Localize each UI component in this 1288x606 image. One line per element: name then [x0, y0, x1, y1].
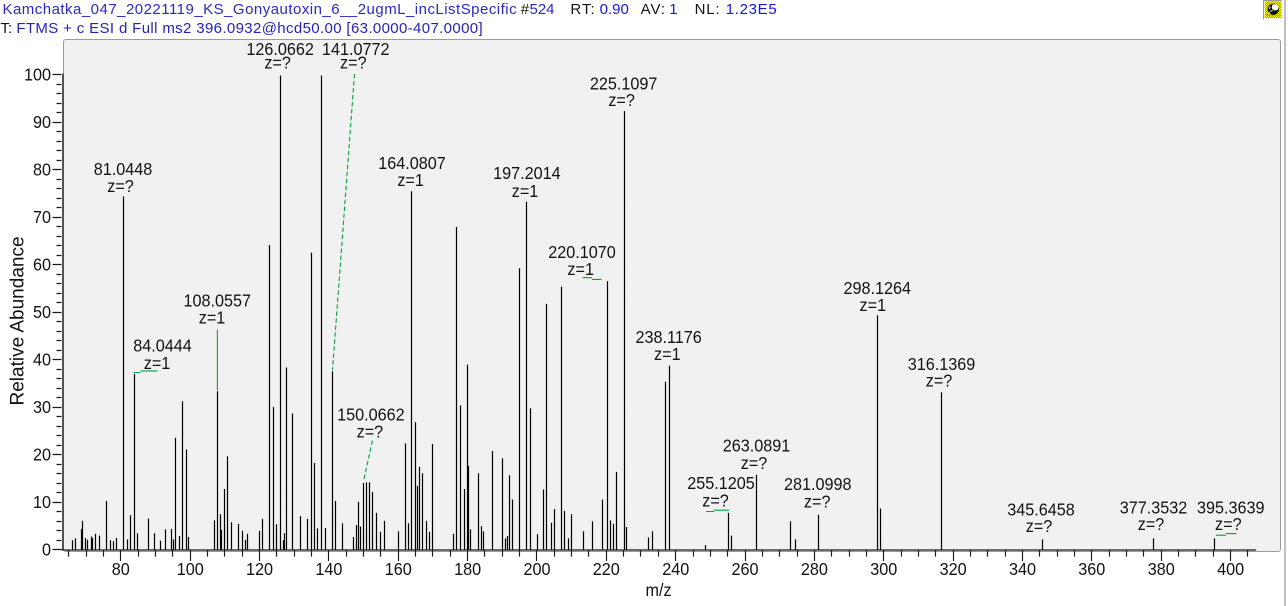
svg-text:z=1: z=1	[860, 295, 887, 315]
svg-text:340: 340	[1009, 559, 1036, 579]
svg-text:380: 380	[1148, 559, 1175, 579]
svg-text:120: 120	[246, 559, 273, 579]
svg-text:m/z: m/z	[645, 580, 671, 600]
svg-text:60: 60	[33, 255, 51, 275]
svg-text:400: 400	[1217, 559, 1244, 579]
svg-text:220.1070: 220.1070	[548, 242, 616, 262]
svg-text:z=?: z=?	[804, 492, 831, 512]
svg-text:150.0662: 150.0662	[337, 405, 405, 425]
svg-text:238.1176: 238.1176	[635, 327, 701, 347]
svg-text:z=?: z=?	[1138, 514, 1165, 534]
svg-text:50: 50	[33, 302, 51, 322]
svg-text:395.3639: 395.3639	[1197, 498, 1265, 518]
svg-text:z=1: z=1	[654, 344, 681, 364]
svg-text:345.6458: 345.6458	[1007, 500, 1075, 520]
svg-text:160: 160	[385, 559, 412, 579]
svg-text:180: 180	[454, 559, 481, 579]
svg-text:z=?: z=?	[702, 491, 729, 511]
svg-text:z=1: z=1	[144, 353, 171, 373]
svg-text:90: 90	[33, 112, 51, 132]
svg-text:84.0444: 84.0444	[133, 336, 192, 356]
svg-text:316.1369: 316.1369	[908, 354, 976, 374]
svg-text:300: 300	[870, 559, 897, 579]
svg-text:z=?: z=?	[1026, 516, 1053, 536]
svg-text:320: 320	[940, 559, 967, 579]
svg-text:377.3532: 377.3532	[1120, 498, 1188, 518]
svg-text:281.0998: 281.0998	[784, 474, 852, 494]
svg-text:z=1: z=1	[199, 308, 226, 328]
svg-text:240: 240	[662, 559, 689, 579]
svg-text:80: 80	[33, 160, 51, 180]
svg-text:126.0662: 126.0662	[246, 39, 314, 59]
svg-text:255.1205: 255.1205	[687, 473, 755, 493]
svg-text:z=?: z=?	[264, 53, 291, 73]
svg-text:z=?: z=?	[741, 453, 768, 473]
svg-text:263.0891: 263.0891	[723, 436, 791, 456]
svg-text:225.1097: 225.1097	[590, 74, 658, 94]
svg-text:298.1264: 298.1264	[844, 278, 912, 298]
svg-text:z=?: z=?	[340, 53, 367, 73]
svg-text:200: 200	[523, 559, 550, 579]
svg-text:10: 10	[33, 492, 51, 512]
svg-text:z=?: z=?	[107, 176, 134, 196]
svg-text:280: 280	[801, 559, 828, 579]
svg-text:0: 0	[42, 540, 51, 560]
svg-text:164.0807: 164.0807	[378, 153, 446, 173]
svg-text:z=?: z=?	[926, 371, 953, 391]
svg-text:140: 140	[315, 559, 342, 579]
svg-text:20: 20	[33, 445, 51, 465]
svg-text:30: 30	[33, 397, 51, 417]
svg-text:108.0557: 108.0557	[184, 291, 252, 311]
svg-text:100: 100	[177, 559, 204, 579]
svg-text:Relative Abundance: Relative Abundance	[8, 236, 29, 405]
svg-text:220: 220	[593, 559, 620, 579]
svg-text:70: 70	[33, 207, 51, 227]
svg-text:z=?: z=?	[1215, 514, 1242, 534]
svg-text:z=?: z=?	[608, 90, 635, 110]
svg-text:z=1: z=1	[567, 259, 594, 279]
svg-text:100: 100	[24, 65, 51, 85]
svg-text:197.2014: 197.2014	[493, 163, 561, 183]
svg-text:360: 360	[1078, 559, 1105, 579]
svg-text:z=1: z=1	[397, 170, 424, 190]
svg-text:141.0772: 141.0772	[322, 39, 390, 59]
svg-text:80: 80	[112, 559, 130, 579]
svg-text:81.0448: 81.0448	[94, 159, 153, 179]
svg-text:40: 40	[33, 350, 51, 370]
svg-text:z=?: z=?	[357, 422, 384, 442]
svg-text:z=1: z=1	[512, 181, 539, 201]
svg-text:260: 260	[731, 559, 758, 579]
